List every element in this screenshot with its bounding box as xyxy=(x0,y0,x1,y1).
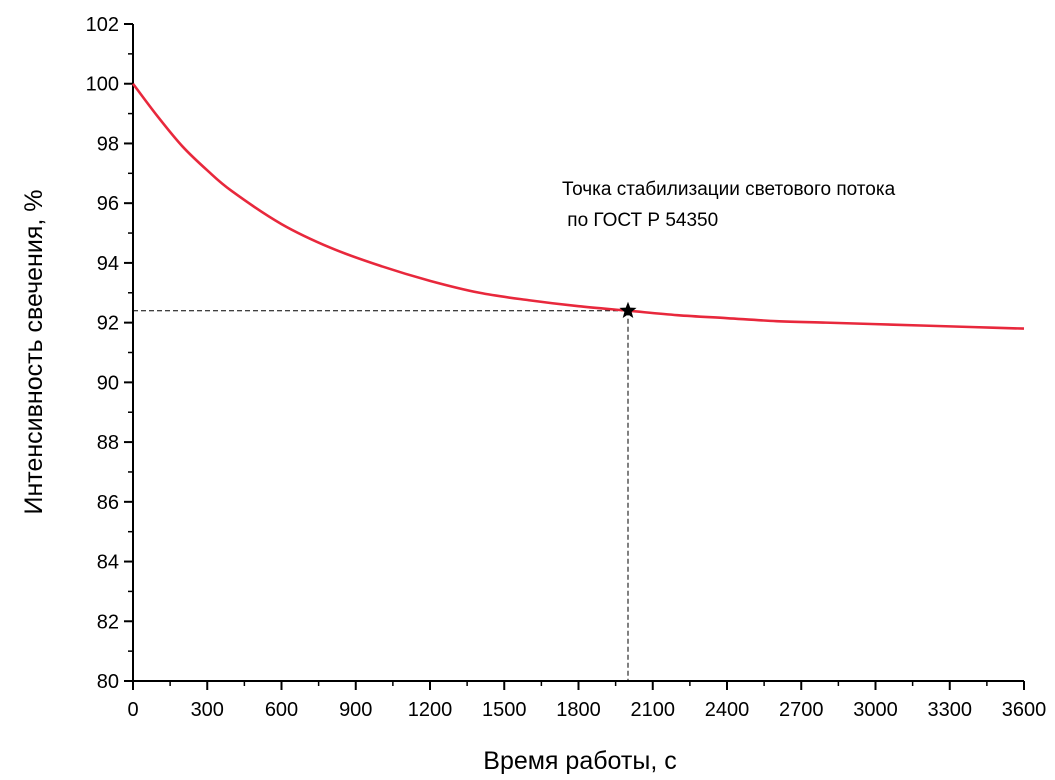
ticks: 80 82 84 86 88 90 92 94 96 98 100 102 0 300 600 900 1200… xyxy=(86,14,1047,721)
marker-group xyxy=(619,301,637,318)
x-tick-label: 3300 xyxy=(928,699,973,721)
y-tick-label: 94 xyxy=(97,253,119,275)
annotation-line-2: по ГОСТ Р 54350 xyxy=(562,210,718,231)
x-tick-label: 2100 xyxy=(631,699,676,721)
x-tick-label: 600 xyxy=(265,699,298,721)
y-tick-label: 86 xyxy=(97,492,119,514)
series-line-0 xyxy=(131,82,1025,330)
x-tick-label: 900 xyxy=(339,699,372,721)
annotation-line-1: Точка стабилизации светового потока xyxy=(562,179,896,200)
y-tick-label: 102 xyxy=(86,14,119,36)
axes xyxy=(132,24,1024,682)
y-tick-label: 88 xyxy=(97,432,119,454)
x-tick-label: 3600 xyxy=(1002,699,1047,721)
x-axis-label: Время работы, с xyxy=(483,747,676,775)
star-marker xyxy=(619,301,637,318)
y-axis-label: Интенсивность свечения, % xyxy=(20,190,48,515)
y-tick-label: 96 xyxy=(97,193,119,215)
x-tick-label: 2700 xyxy=(779,699,824,721)
x-tick-label: 2400 xyxy=(705,699,750,721)
x-tick-label: 1500 xyxy=(482,699,527,721)
x-tick-label: 1200 xyxy=(408,699,453,721)
x-tick-label: 1800 xyxy=(556,699,601,721)
y-tick-label: 80 xyxy=(97,671,119,693)
x-tick-label: 300 xyxy=(191,699,224,721)
y-tick-label: 92 xyxy=(97,313,119,335)
guide-lines xyxy=(133,310,629,681)
y-tick-label: 98 xyxy=(97,133,119,155)
x-tick-label: 3000 xyxy=(853,699,898,721)
y-tick-label: 100 xyxy=(86,74,119,96)
y-tick-label: 90 xyxy=(97,372,119,394)
y-tick-label: 82 xyxy=(97,611,119,633)
x-tick-label: 0 xyxy=(127,699,138,721)
series-group xyxy=(131,82,1025,330)
y-tick-label: 84 xyxy=(97,552,119,574)
